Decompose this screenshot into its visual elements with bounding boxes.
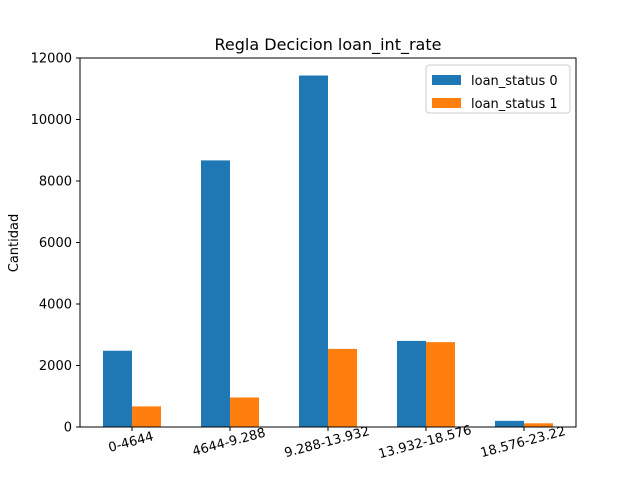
x-tick-label-3: 13.932-18.576	[377, 423, 473, 462]
y-tick-label-6: 12000	[31, 52, 72, 67]
legend-swatch-0	[432, 75, 461, 85]
legend-box	[425, 64, 571, 114]
bar-status1-1	[230, 397, 259, 427]
bar-status0-2	[299, 75, 328, 427]
y-tick-label-2: 4000	[39, 298, 72, 313]
bar-status1-2	[328, 348, 357, 427]
x-tick-label-4: 18.576-23.22	[479, 424, 567, 461]
legend-label-0: loan_status 0	[471, 74, 558, 89]
y-tick-label-0: 0	[64, 421, 72, 436]
x-axis-ticks: 0-4644 4644-9.288 9.288-13.932 13.932-18.57…	[107, 423, 567, 462]
bar-status1-3	[426, 342, 455, 427]
bar-status0-0	[103, 350, 132, 427]
y-tick-label-5: 10000	[31, 113, 72, 128]
bar-status1-0	[132, 406, 161, 427]
legend-label-1: loan_status 1	[471, 97, 558, 112]
plot-frame	[79, 57, 577, 428]
bar-status0-1	[201, 160, 230, 427]
bars-group	[103, 75, 553, 427]
x-tick-label-0: 0-4644	[107, 429, 155, 455]
y-tick-label-4: 8000	[39, 175, 72, 190]
bar-status0-3	[397, 340, 426, 427]
y-tick-label-1: 2000	[39, 359, 72, 374]
x-tick-label-1: 4644-9.288	[191, 426, 267, 460]
chart-title: Regla Decicion loan_int_rate	[215, 35, 442, 55]
y-axis-label: Cantidad	[7, 214, 22, 272]
y-tick-label-3: 6000	[39, 236, 72, 251]
bar-status0-4	[495, 420, 524, 427]
x-tick-label-2: 9.288-13.932	[283, 424, 371, 461]
legend: loan_status 0 loan_status 1	[425, 64, 571, 114]
y-axis-ticks: 0 2000 4000 6000 8000 10000 12000	[31, 52, 80, 436]
bar-status1-4	[524, 423, 553, 427]
legend-swatch-1	[432, 98, 461, 108]
